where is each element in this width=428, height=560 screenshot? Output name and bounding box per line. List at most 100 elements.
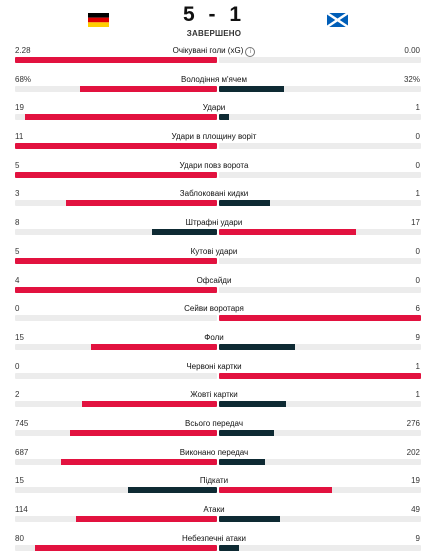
stat-label-text: Жовті картки <box>190 390 238 400</box>
stats-list: 2.28 Очікувані голи (xG) i 0.00 68% Володіння… <box>0 44 428 560</box>
away-bar-track <box>219 544 421 551</box>
away-bar <box>219 516 280 522</box>
info-icon[interactable]: i <box>245 47 256 57</box>
home-bar-track <box>15 171 217 178</box>
away-value: 202 <box>406 447 420 457</box>
home-bar <box>82 401 217 408</box>
stat-row: 0 Сейви воротаря 6 <box>0 302 428 331</box>
away-bar-track <box>219 516 421 522</box>
home-value: 19 <box>15 103 24 113</box>
stat-label-text: Кутові удари <box>190 246 238 256</box>
away-bar-track <box>219 429 421 436</box>
home-value: 11 <box>15 132 24 142</box>
stat-row: 114 Атаки 49 <box>0 503 428 532</box>
away-bar <box>219 458 265 465</box>
stat-label: Виконано передач <box>0 447 428 458</box>
home-bar-track <box>15 229 217 236</box>
stat-label: Удари повз ворота <box>0 160 428 171</box>
stat-label: Володіння м'ячем <box>0 74 428 85</box>
away-value: 0.00 <box>404 46 420 55</box>
stat-row: 2.28 Очікувані голи (xG) i 0.00 <box>0 44 428 73</box>
away-bar-track <box>219 487 421 494</box>
away-value: 1 <box>415 103 420 113</box>
stat-label-text: Офсайди <box>196 275 232 285</box>
home-bar-track <box>15 257 217 264</box>
stat-label-text: Володіння м'ячем <box>181 74 247 84</box>
away-bar <box>219 315 421 322</box>
stat-label: Удари <box>0 102 428 113</box>
home-value: 4 <box>15 275 20 285</box>
stat-row: 19 Удари 1 <box>0 101 428 130</box>
away-bar <box>219 85 284 92</box>
home-bar-track <box>15 401 217 408</box>
away-bar-track <box>219 257 421 264</box>
away-bar <box>219 401 287 408</box>
home-bar-track <box>15 487 217 494</box>
stat-label: Заблоковані кидки <box>0 188 428 199</box>
germany-flag-icon <box>88 13 109 27</box>
away-bar-track <box>219 200 421 207</box>
away-bar <box>219 429 274 436</box>
home-value: 2 <box>15 390 20 400</box>
home-bar-track <box>15 143 217 150</box>
away-value: 19 <box>411 476 420 486</box>
stat-row: 5 Кутові удари 0 <box>0 245 428 274</box>
match-header: 5 - 1 ЗАВЕРШЕНО <box>0 0 428 44</box>
away-bar-track <box>219 143 421 150</box>
home-bar-track <box>15 85 217 92</box>
away-bar-track <box>219 85 421 92</box>
scotland-flag-icon <box>327 13 348 27</box>
stat-label-text: Виконано передач <box>179 447 249 457</box>
away-value: 17 <box>411 218 420 228</box>
away-value: 6 <box>415 304 420 314</box>
home-bar-track <box>15 343 217 350</box>
home-bar-track <box>15 200 217 207</box>
stat-label: Офсайди <box>0 275 428 286</box>
stat-row: 80 Небезпечні атаки 9 <box>0 532 428 560</box>
away-value: 32% <box>403 74 420 84</box>
stat-row: 68% Володіння м'ячем 32% <box>0 73 428 102</box>
away-value: 276 <box>406 418 420 428</box>
stat-label: Сейви воротаря <box>0 303 428 314</box>
home-bar <box>152 229 217 236</box>
away-value: 9 <box>415 533 420 543</box>
away-bar <box>219 114 230 121</box>
home-value: 687 <box>15 447 29 457</box>
stat-label: Червоні картки <box>0 361 428 372</box>
home-value: 114 <box>15 505 28 514</box>
home-value: 0 <box>15 304 20 314</box>
away-value: 0 <box>415 275 420 285</box>
home-bar-track <box>15 114 217 121</box>
away-bar-track <box>219 401 421 408</box>
home-value: 80 <box>15 533 24 543</box>
stat-row: 0 Червоні картки 1 <box>0 360 428 389</box>
home-bar <box>15 286 217 293</box>
away-bar-track <box>219 57 421 63</box>
home-bar <box>90 343 217 350</box>
away-value: 1 <box>415 390 420 400</box>
stat-row: 2 Жовті картки 1 <box>0 388 428 417</box>
stat-label-text: Червоні картки <box>186 361 242 371</box>
home-bar-track <box>15 315 217 322</box>
home-bar <box>15 143 217 150</box>
home-value: 745 <box>15 418 29 428</box>
away-bar-track <box>219 458 421 465</box>
home-bar-track <box>15 57 217 63</box>
away-bar-track <box>219 286 421 293</box>
stat-row: 687 Виконано передач 202 <box>0 446 428 475</box>
stat-row: 745 Всього передач 276 <box>0 417 428 446</box>
stat-label: Кутові удари <box>0 246 428 257</box>
home-value: 15 <box>15 332 24 342</box>
stat-row: 15 Фоли 9 <box>0 331 428 360</box>
away-bar-track <box>219 343 421 350</box>
stat-row: 8 Штрафні удари 17 <box>0 216 428 245</box>
home-bar <box>79 85 217 92</box>
stat-label: Удари в площину воріт <box>0 131 428 142</box>
home-bar <box>15 257 217 264</box>
stat-label-text: Всього передач <box>185 418 243 428</box>
away-bar <box>219 200 270 207</box>
stat-label-text: Штрафні удари <box>185 218 243 228</box>
stat-label-text: Небезпечні атаки <box>182 533 246 543</box>
home-bar <box>35 544 217 551</box>
stat-row: 3 Заблоковані кидки 1 <box>0 187 428 216</box>
